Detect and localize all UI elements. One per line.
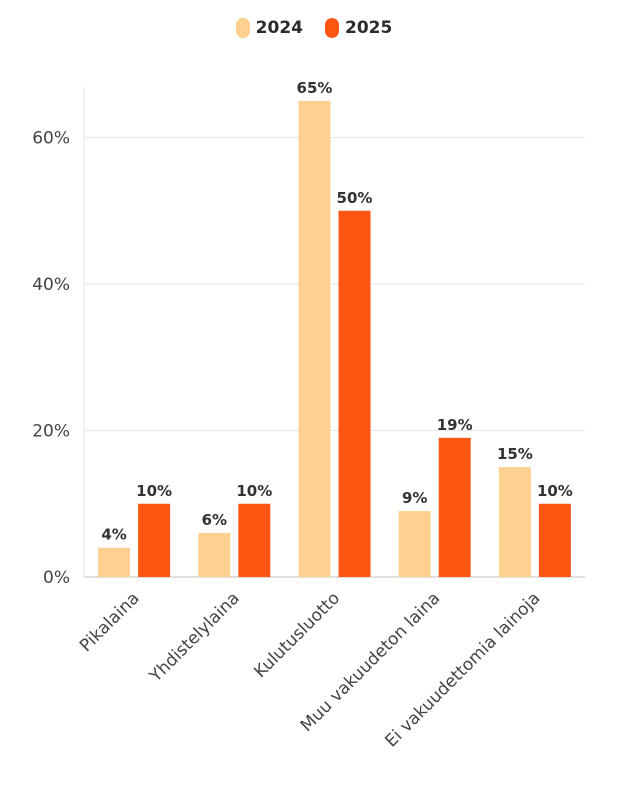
x-category-label: Kulutusluotto: [250, 588, 344, 682]
data-label-2024-4: 15%: [497, 445, 533, 463]
legend-item-2024[interactable]: 2024: [235, 18, 303, 38]
legend-label-2024: 2024: [255, 18, 303, 38]
bar-2024-2[interactable]: [298, 100, 331, 577]
legend-label-2025: 2025: [345, 18, 393, 38]
y-tick-label: 60%: [32, 129, 70, 149]
y-tick-label: 0%: [43, 568, 70, 588]
legend-swatch-2024: [235, 18, 250, 38]
data-label-2025-3: 19%: [437, 416, 473, 434]
bar-2025-1[interactable]: [238, 503, 271, 577]
bar-2024-3[interactable]: [398, 511, 431, 577]
x-category-label: Pikalaina: [76, 588, 144, 656]
y-tick-label: 20%: [32, 422, 70, 442]
data-label-2025-2: 50%: [337, 189, 373, 207]
data-label-2025-1: 10%: [236, 482, 272, 500]
data-label-2024-1: 6%: [202, 511, 227, 529]
data-label-2024-2: 65%: [297, 79, 333, 97]
legend-swatch-2025: [325, 18, 339, 38]
y-tick-label: 40%: [32, 275, 70, 295]
bar-2025-2[interactable]: [338, 210, 371, 577]
bar-2025-3[interactable]: [438, 437, 471, 577]
x-category-label: Yhdistelylaina: [145, 588, 244, 687]
bar-2024-0[interactable]: [98, 547, 131, 577]
data-label-2024-3: 9%: [402, 489, 427, 507]
bar-2024-1[interactable]: [198, 533, 231, 577]
bar-2024-4[interactable]: [498, 467, 531, 577]
bar-2025-0[interactable]: [138, 503, 171, 577]
legend: 2024 2025: [0, 18, 628, 38]
legend-item-2025[interactable]: 2025: [325, 18, 392, 38]
data-label-2024-0: 4%: [101, 526, 126, 544]
bar-2025-4[interactable]: [538, 503, 571, 577]
data-label-2025-0: 10%: [136, 482, 172, 500]
data-label-2025-4: 10%: [537, 482, 573, 500]
